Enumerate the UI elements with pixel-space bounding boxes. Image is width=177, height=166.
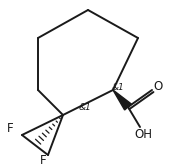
Text: &1: &1	[112, 83, 124, 92]
Text: O: O	[153, 80, 163, 92]
Text: F: F	[7, 122, 13, 134]
Text: &1: &1	[79, 103, 91, 113]
Text: F: F	[40, 154, 46, 166]
Polygon shape	[113, 90, 131, 110]
Text: OH: OH	[134, 128, 152, 141]
